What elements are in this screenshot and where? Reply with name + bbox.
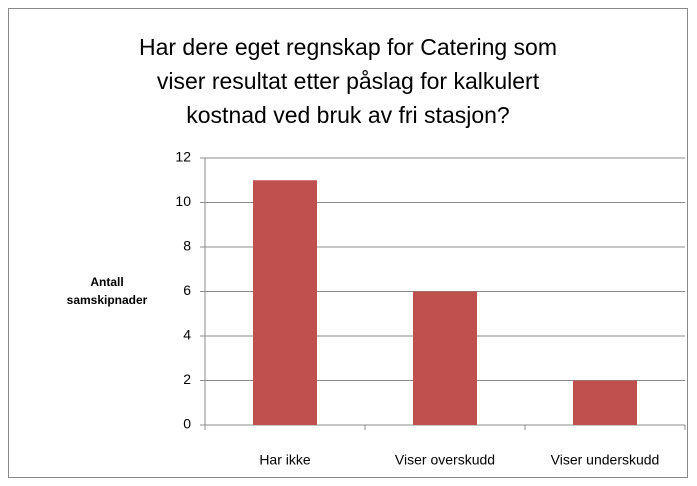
x-tick-label: Har ikke xyxy=(259,452,311,468)
x-tick-label: Viser overskudd xyxy=(395,452,495,468)
y-tick-label: 2 xyxy=(183,371,191,387)
bar xyxy=(573,380,637,425)
y-tick-label: 12 xyxy=(175,149,191,165)
chart-title: Har dere eget regnskap for Catering som … xyxy=(138,34,558,128)
x-tick-label: Viser underskudd xyxy=(551,452,660,468)
y-tick-label: 8 xyxy=(183,238,191,254)
y-tick-label: 4 xyxy=(183,327,191,343)
bar xyxy=(413,291,477,425)
bar xyxy=(253,180,317,425)
y-tick-label: 10 xyxy=(175,193,191,209)
chart-frame xyxy=(8,8,688,478)
y-axis-label: Antall samskipnader xyxy=(66,275,148,307)
y-tick-label: 0 xyxy=(183,416,191,432)
y-tick-label: 6 xyxy=(183,282,191,298)
